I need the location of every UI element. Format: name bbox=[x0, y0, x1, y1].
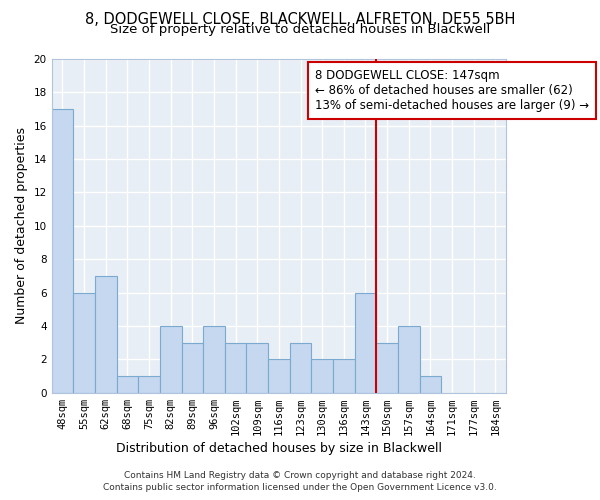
Bar bbox=[182, 342, 203, 392]
Bar bbox=[116, 376, 138, 392]
X-axis label: Distribution of detached houses by size in Blackwell: Distribution of detached houses by size … bbox=[116, 442, 442, 455]
Bar bbox=[333, 360, 355, 392]
Bar bbox=[376, 342, 398, 392]
Bar bbox=[290, 342, 311, 392]
Bar bbox=[355, 292, 376, 392]
Text: Size of property relative to detached houses in Blackwell: Size of property relative to detached ho… bbox=[110, 22, 490, 36]
Bar bbox=[160, 326, 182, 392]
Bar bbox=[225, 342, 247, 392]
Bar bbox=[95, 276, 116, 392]
Bar bbox=[247, 342, 268, 392]
Bar bbox=[268, 360, 290, 392]
Bar bbox=[203, 326, 225, 392]
Y-axis label: Number of detached properties: Number of detached properties bbox=[15, 128, 28, 324]
Text: Contains HM Land Registry data © Crown copyright and database right 2024.
Contai: Contains HM Land Registry data © Crown c… bbox=[103, 471, 497, 492]
Bar bbox=[138, 376, 160, 392]
Bar bbox=[73, 292, 95, 392]
Bar bbox=[419, 376, 441, 392]
Bar bbox=[398, 326, 419, 392]
Text: 8, DODGEWELL CLOSE, BLACKWELL, ALFRETON, DE55 5BH: 8, DODGEWELL CLOSE, BLACKWELL, ALFRETON,… bbox=[85, 12, 515, 28]
Bar bbox=[311, 360, 333, 392]
Bar bbox=[52, 109, 73, 393]
Text: 8 DODGEWELL CLOSE: 147sqm
← 86% of detached houses are smaller (62)
13% of semi-: 8 DODGEWELL CLOSE: 147sqm ← 86% of detac… bbox=[315, 69, 589, 112]
